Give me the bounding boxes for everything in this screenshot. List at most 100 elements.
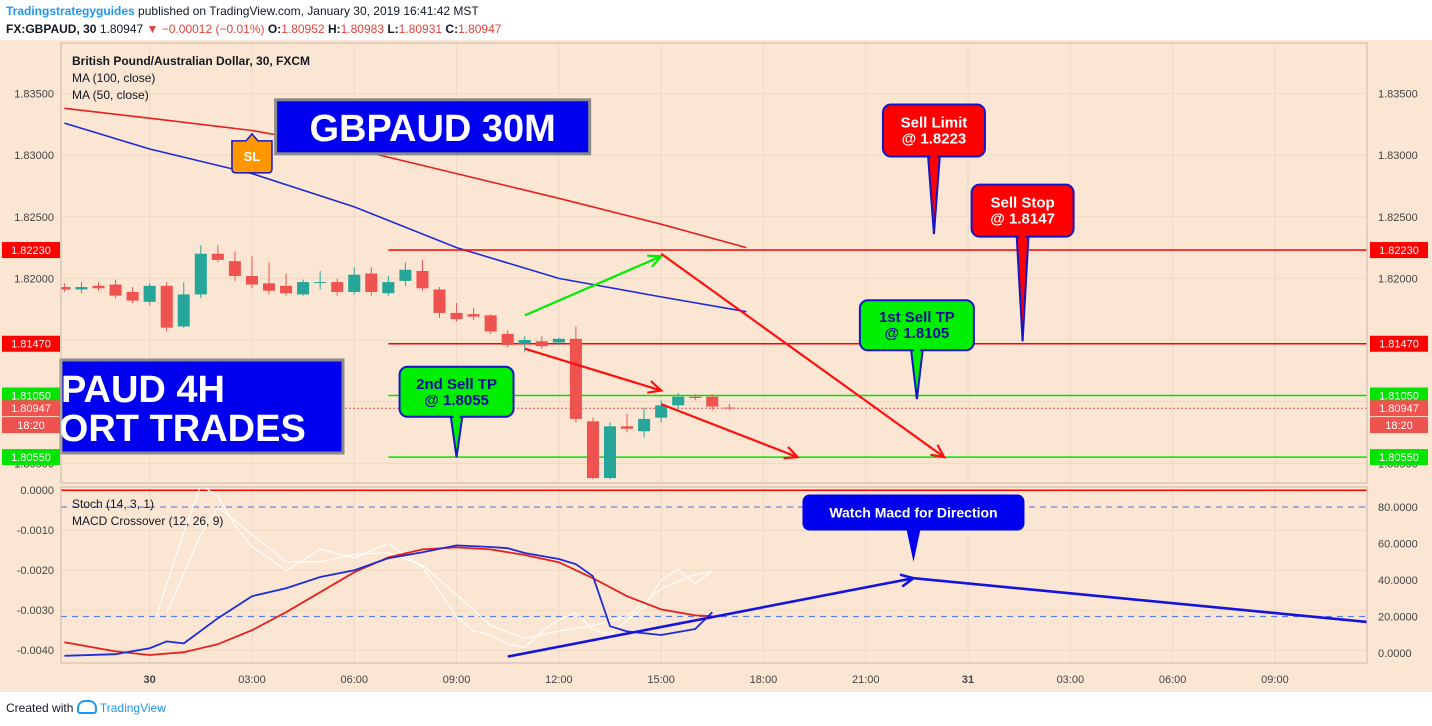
svg-text:1.81470: 1.81470: [11, 339, 51, 351]
candle: [143, 283, 156, 306]
price-label-right: 1.82230: [1370, 242, 1428, 259]
legend-stoch: Stoch (14, 3, 1): [72, 497, 154, 511]
macd-tick-label: -0.0040: [17, 645, 54, 657]
candle: [638, 407, 651, 438]
price-label-left: 1.81050: [2, 387, 60, 404]
stoch-tick-label: 20.0000: [1378, 611, 1418, 623]
candle: [382, 275, 395, 296]
price-label-right: 18:20: [1370, 417, 1428, 434]
macd-direction-callout: Watch Macd for Direction: [802, 494, 1025, 562]
macd-trend-line: [913, 576, 1367, 624]
indicator-pane-border: [60, 486, 1368, 664]
time-tick-label: 15:00: [647, 674, 675, 686]
candle: [569, 326, 582, 423]
price-change: ▼ −0.00012 (−0.01%): [146, 22, 265, 36]
price-tick-label-left: 1.83000: [14, 150, 54, 162]
svg-text:18:20: 18:20: [1385, 420, 1413, 432]
banner-line-1: GBPAUD 4H: [4, 369, 225, 411]
svg-text:1.81050: 1.81050: [1379, 390, 1419, 402]
tradingview-cloud-icon: [76, 700, 97, 714]
svg-text:1.80550: 1.80550: [11, 452, 51, 464]
svg-text:@ 1.8147: @ 1.8147: [990, 211, 1055, 228]
macd-tick-label: -0.0020: [17, 565, 54, 577]
candle: [603, 422, 617, 480]
price-tick-label-right: 1.83000: [1378, 150, 1418, 162]
candle: [160, 282, 173, 332]
price-tick-label-left: 1.82000: [14, 273, 54, 285]
macd-tick-label: -0.0010: [17, 525, 54, 537]
time-tick-label: 06:00: [1159, 674, 1187, 686]
svg-text:1.80947: 1.80947: [1379, 403, 1419, 415]
svg-text:Sell Stop: Sell Stop: [991, 195, 1055, 212]
candle: [92, 282, 105, 291]
candle: [262, 262, 276, 295]
candle: [552, 337, 565, 345]
candle: [348, 267, 361, 295]
stoch-tick-label: 40.0000: [1378, 575, 1418, 587]
indicator-pane[interactable]: [61, 485, 1367, 658]
author-link[interactable]: Tradingstrategyguides: [6, 4, 135, 18]
stoch-tick-label: 60.0000: [1378, 539, 1418, 551]
candle: [331, 278, 344, 296]
time-tick-label: 09:00: [1261, 674, 1289, 686]
ohlc-open-key: O:: [267, 22, 282, 36]
publish-info: published on TradingView.com, January 30…: [138, 4, 479, 18]
publish-header: Tradingstrategyguides published on Tradi…: [6, 4, 479, 18]
time-tick-label: 30: [144, 674, 156, 686]
trade-arrow: [660, 403, 800, 460]
price-tick-label-right: 1.82000: [1378, 273, 1418, 285]
candle: [723, 403, 736, 411]
candle: [672, 393, 685, 410]
price-label-left: 1.82230: [2, 242, 60, 259]
trade-arrow: [524, 347, 664, 394]
svg-text:1.80947: 1.80947: [11, 403, 51, 415]
candle: [177, 282, 190, 328]
take-profit-callout: 2nd Sell TP@ 1.8055: [398, 365, 515, 458]
ohlc-low-value: 1.80931: [398, 22, 443, 36]
price-tick-label-left: 1.82500: [14, 212, 54, 224]
ma50-line: [64, 122, 747, 313]
price-label-right: 1.81470: [1370, 335, 1428, 352]
candle: [228, 251, 241, 281]
timeframe-banner: GBPAUD 30M: [274, 98, 592, 156]
take-profit-callout: 1st Sell TP@ 1.8105: [858, 299, 975, 400]
price-pane[interactable]: [58, 107, 1367, 480]
banner-line-2: SHORT TRADES: [6, 408, 306, 450]
legend-macd: MACD Crossover (12, 26, 9): [72, 514, 223, 528]
candle: [706, 394, 719, 411]
svg-text:Watch Macd for Direction: Watch Macd for Direction: [829, 505, 997, 521]
last-price: 1.80947: [99, 22, 144, 36]
symbol-label: FX:GBPAUD, 30: [6, 22, 97, 36]
legend-ma50: MA (50, close): [72, 88, 149, 102]
stoch-tick-label: 0.0000: [1378, 648, 1412, 660]
stoch-d-line: [166, 506, 713, 640]
candle: [433, 287, 446, 318]
candle: [484, 314, 497, 334]
candle: [501, 330, 514, 348]
stoch-k-line: [155, 487, 713, 649]
macd-tick-label: 0.0000: [20, 485, 54, 497]
ohlc-open-value: 1.80952: [281, 22, 325, 36]
svg-text:SL: SL: [244, 149, 261, 164]
ma100-line: [64, 107, 747, 249]
price-label-left: 1.80947: [2, 400, 60, 417]
candle: [535, 336, 548, 349]
time-tick-label: 21:00: [852, 674, 880, 686]
candle: [586, 417, 599, 480]
trade-arrow: [524, 254, 664, 317]
svg-text:Sell Limit: Sell Limit: [901, 115, 968, 132]
svg-text:18:20: 18:20: [17, 420, 45, 432]
ohlc-high-key: H:: [327, 22, 341, 36]
price-label-left: 18:20: [2, 417, 60, 434]
ohlc-low-key: L:: [387, 22, 399, 36]
tradingview-link[interactable]: TradingView: [99, 701, 166, 715]
svg-text:GBPAUD 30M: GBPAUD 30M: [310, 108, 556, 150]
svg-text:@ 1.8105: @ 1.8105: [885, 325, 950, 342]
svg-text:1.82230: 1.82230: [1379, 245, 1419, 257]
ohlc-close-key: C:: [445, 22, 459, 36]
axes: 1.83500 1.83500 1.83000 1.83000 1.82500 1.825…: [2, 42, 1428, 686]
svg-text:2nd Sell TP: 2nd Sell TP: [416, 376, 497, 393]
